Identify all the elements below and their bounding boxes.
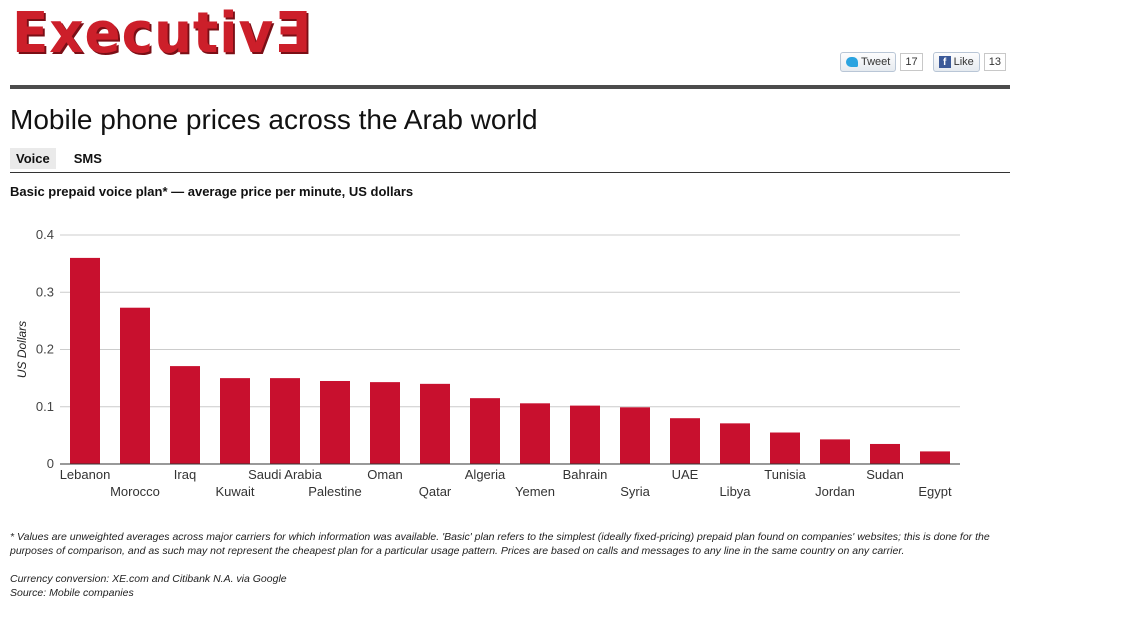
x-tick-label: Palestine (308, 484, 361, 499)
bar-chart: 0 0.1 0.2 0.3 0.4 US Dollars Lebanon Morocco Ira… (15, 227, 960, 499)
tweet-count: 17 (900, 53, 923, 71)
bar (670, 418, 700, 464)
x-tick-label: Sudan (866, 467, 904, 482)
facebook-icon: f (938, 56, 951, 68)
x-tick-label: Libya (719, 484, 751, 499)
bar (420, 383, 450, 464)
like-label: Like (953, 56, 974, 68)
x-tick-label: Tunisia (764, 467, 806, 482)
page-title: Mobile phone prices across the Arab worl… (10, 104, 538, 135)
bar (520, 403, 550, 464)
x-tick-label: Jordan (815, 484, 855, 499)
bar (720, 423, 750, 464)
source-note: Source: Mobile companies (10, 587, 134, 599)
bar (920, 451, 950, 464)
facebook-like-button[interactable]: f Like (932, 52, 980, 72)
notes-section: * Values are unweighted averages across … (10, 530, 1000, 600)
tweet-label: Tweet (861, 56, 891, 68)
x-tick-label: Algeria (465, 467, 506, 482)
y-axis-label: US Dollars (15, 321, 29, 378)
x-tick-label: Lebanon (60, 467, 111, 482)
x-tick-label: Oman (367, 467, 402, 482)
x-tick-label: Qatar (419, 484, 452, 499)
footnote: * Values are unweighted averages across … (10, 531, 990, 557)
bar (320, 380, 350, 464)
bar (470, 398, 500, 464)
x-tick-label: Bahrain (563, 467, 608, 482)
header-divider (10, 85, 1010, 89)
y-tick-label: 0.3 (36, 284, 54, 299)
x-tick-label: UAE (672, 467, 699, 482)
tabs-divider (10, 172, 1010, 173)
bar (70, 257, 100, 464)
x-tick-label: Kuwait (215, 484, 254, 499)
x-tick-label: Syria (620, 484, 650, 499)
bar (820, 439, 850, 464)
bar (270, 378, 300, 464)
tab-bar: Voice SMS (10, 148, 108, 169)
y-tick-label: 0.2 (36, 342, 54, 357)
bar (870, 443, 900, 464)
x-tick-label: Morocco (110, 484, 160, 499)
y-tick-label: 0.1 (36, 399, 54, 414)
bar (120, 307, 150, 464)
executive-logo[interactable]: ExecutivƎ (12, 1, 312, 66)
social-buttons: Tweet 17 f Like 13 (840, 52, 1007, 72)
tab-voice[interactable]: Voice (10, 148, 56, 169)
bar (620, 407, 650, 464)
x-tick-label: Saudi Arabia (248, 467, 322, 482)
x-tick-label: Egypt (918, 484, 952, 499)
currency-note: Currency conversion: XE.com and Citibank… (10, 573, 287, 585)
x-tick-label: Iraq (174, 467, 196, 482)
bar (570, 405, 600, 464)
tab-sms[interactable]: SMS (73, 151, 102, 166)
chart-subtitle: Basic prepaid voice plan* — average pric… (10, 184, 414, 199)
y-tick-label: 0 (47, 456, 54, 471)
like-count: 13 (983, 53, 1007, 71)
bar (220, 378, 250, 464)
y-tick-label: 0.4 (36, 227, 54, 242)
x-tick-label: Yemen (515, 484, 555, 499)
bar (770, 432, 800, 464)
bar (370, 382, 400, 464)
twitter-bird-icon (846, 57, 858, 67)
bar (170, 366, 200, 464)
tweet-button[interactable]: Tweet (840, 52, 897, 72)
